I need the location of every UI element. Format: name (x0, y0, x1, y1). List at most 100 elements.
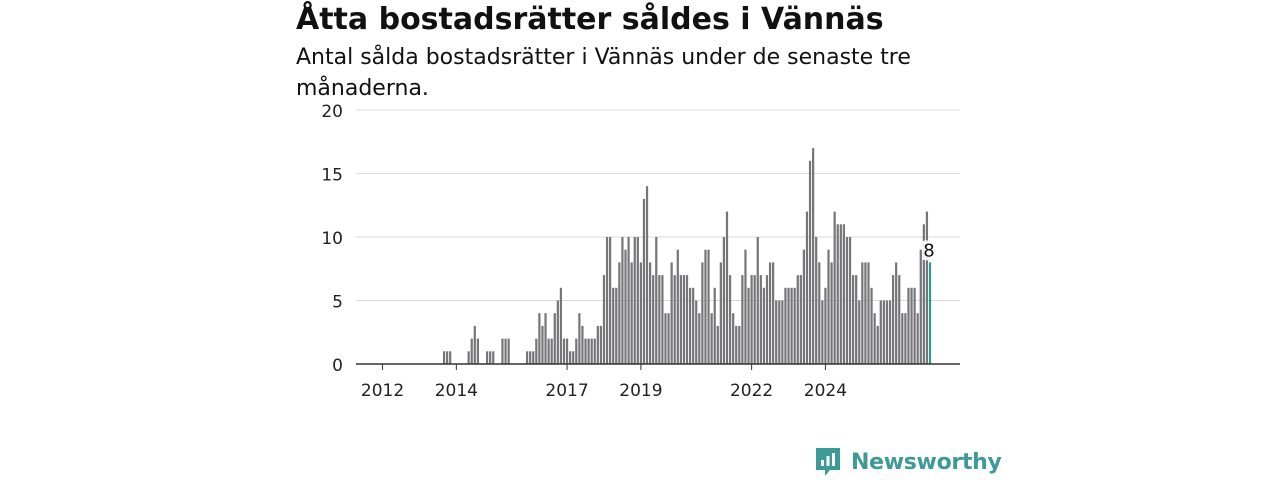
y-tick-label: 10 (321, 229, 343, 249)
bar (572, 351, 575, 364)
y-tick-label: 15 (321, 166, 343, 186)
bar (553, 313, 556, 364)
bar (833, 211, 836, 364)
bar (541, 325, 544, 364)
bar (698, 313, 701, 364)
y-tick-label: 5 (332, 293, 343, 313)
bar (852, 275, 855, 364)
bar (575, 338, 578, 364)
x-tick-label: 2014 (435, 381, 478, 401)
bar (888, 300, 892, 364)
x-tick-label: 2012 (361, 381, 404, 401)
chart-subtitle: Antal sålda bostadsrätter i Vännäs under… (296, 45, 911, 101)
x-axis-ticks: 2012 2014 2017 2019 2022 2024 (361, 364, 847, 401)
bar (750, 275, 753, 364)
bar-highlight (928, 262, 932, 364)
bar (673, 275, 676, 364)
bar (870, 287, 873, 364)
bar (861, 262, 864, 364)
bar (618, 262, 621, 364)
bar (821, 300, 824, 364)
bar (839, 224, 842, 364)
bar (793, 287, 796, 364)
bar (581, 325, 584, 364)
bar (732, 313, 735, 364)
bar (842, 224, 845, 364)
bar (529, 351, 532, 364)
x-tick-label: 2022 (730, 381, 773, 401)
bar (624, 249, 627, 364)
bar (652, 275, 655, 364)
bar (504, 338, 507, 364)
brand-name: Newsworthy (851, 449, 1002, 475)
bar (692, 287, 695, 364)
bar (446, 351, 449, 364)
bar (818, 262, 821, 364)
bar (476, 338, 479, 364)
bar (778, 300, 781, 364)
bar (704, 249, 707, 364)
bar (602, 275, 606, 364)
bar (858, 300, 861, 364)
bar (688, 287, 692, 364)
chart-title: Åtta bostadsrätter såldes i Vännäs (296, 2, 884, 37)
bar (891, 275, 895, 364)
bar (507, 338, 510, 364)
bar (901, 313, 904, 364)
bar (802, 249, 805, 364)
bar (747, 287, 750, 364)
bar (762, 287, 766, 364)
bar (562, 338, 566, 364)
bar (925, 211, 929, 364)
bar (486, 351, 489, 364)
bar (621, 237, 624, 364)
bar (824, 287, 827, 364)
bar (830, 262, 833, 364)
bar (565, 338, 569, 364)
newsworthy-logo-icon (816, 448, 840, 476)
bar (605, 237, 609, 364)
bar (535, 338, 538, 364)
bar (741, 275, 744, 364)
bar (728, 275, 732, 364)
bar (676, 249, 679, 364)
bar (805, 211, 809, 364)
bar (633, 237, 636, 364)
bar (885, 300, 889, 364)
bar (916, 313, 919, 364)
highlight-value-label: 8 (923, 240, 934, 261)
bar (556, 300, 559, 364)
bar (898, 275, 901, 364)
bar (904, 313, 907, 364)
bar (584, 338, 587, 364)
bar (716, 325, 719, 364)
bar (910, 287, 913, 364)
bar (655, 237, 658, 364)
bar (913, 287, 916, 364)
bar (501, 338, 504, 364)
bar (768, 262, 772, 364)
highlight-label-bg (922, 240, 936, 261)
bar (790, 287, 793, 364)
bar (550, 338, 553, 364)
bar (578, 313, 581, 364)
bar (442, 351, 446, 364)
bar (759, 275, 762, 364)
bar (470, 338, 473, 364)
bar (615, 287, 618, 364)
bar (765, 275, 769, 364)
y-tick-label: 0 (332, 356, 343, 376)
bar (544, 313, 547, 364)
bar (922, 224, 925, 364)
bar (707, 249, 710, 364)
bar (882, 300, 885, 364)
bar (808, 160, 812, 364)
y-axis-ticks: 0 5 10 15 20 (321, 102, 343, 376)
bar (538, 313, 541, 364)
bar (775, 300, 778, 364)
bars (442, 148, 932, 364)
bar (738, 325, 741, 364)
bar (492, 351, 495, 364)
bar (713, 287, 716, 364)
